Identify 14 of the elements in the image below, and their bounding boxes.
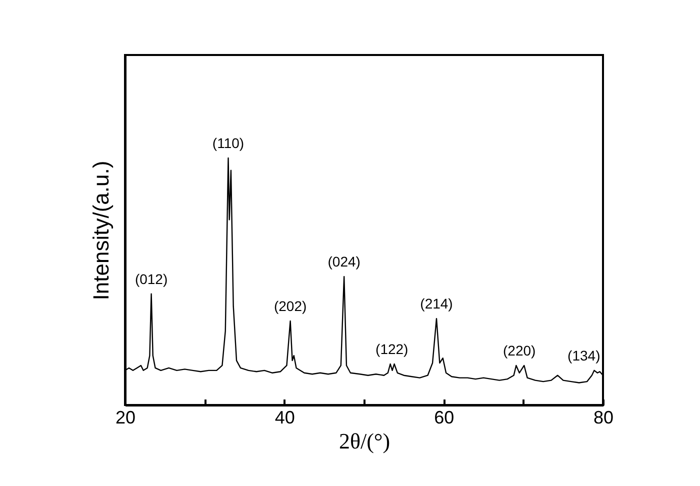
annotation: (202) [274, 298, 307, 314]
x-tick-label: 20 [115, 408, 136, 428]
y-axis-title: Intensity/(a.u.) [88, 160, 114, 300]
annotation: (012) [134, 270, 168, 287]
x-axis-title: 2θ/(°) [338, 428, 390, 454]
annotation: (110) [212, 135, 244, 151]
annotation: (024) [328, 254, 360, 270]
x-tick-label: 60 [434, 408, 454, 428]
annotation: (122) [376, 341, 408, 357]
annotation: (134) [568, 347, 600, 364]
annotation: (214) [420, 296, 453, 312]
x-tick-label: 80 [593, 408, 614, 428]
x-tick-label: 40 [274, 408, 295, 428]
annotation: (220) [503, 342, 536, 358]
